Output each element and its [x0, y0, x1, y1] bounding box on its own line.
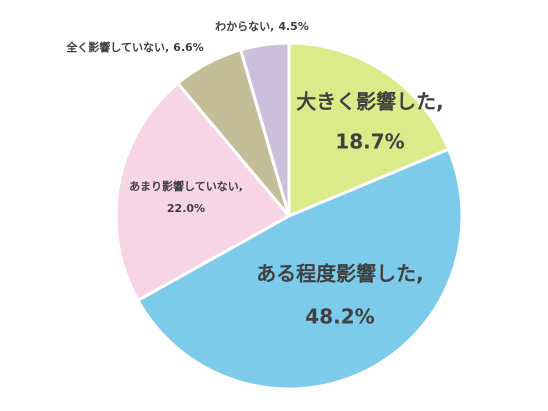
slice-label: あまり影響していない, [129, 179, 243, 193]
value-label: 22.0% [167, 202, 205, 215]
slice-label: 大きく影響した, [296, 90, 444, 114]
pie-slice [135, 147, 464, 391]
pie-slice [238, 41, 291, 217]
slice-label: わからない, 4.5% [215, 20, 309, 33]
value-label: 4.5% [278, 20, 309, 33]
category-label: わからない, [215, 20, 274, 33]
pie-slice [287, 41, 451, 219]
value-label: 6.6% [173, 41, 204, 54]
pie-slice [114, 81, 292, 303]
value-label: 18.7% [335, 130, 404, 154]
slice-label: ある程度影響した, [256, 262, 424, 286]
category-label: 全く影響していない, [65, 40, 169, 54]
value-label: 48.2% [305, 305, 374, 329]
slice-label: 全く影響していない, 6.6% [65, 40, 203, 54]
